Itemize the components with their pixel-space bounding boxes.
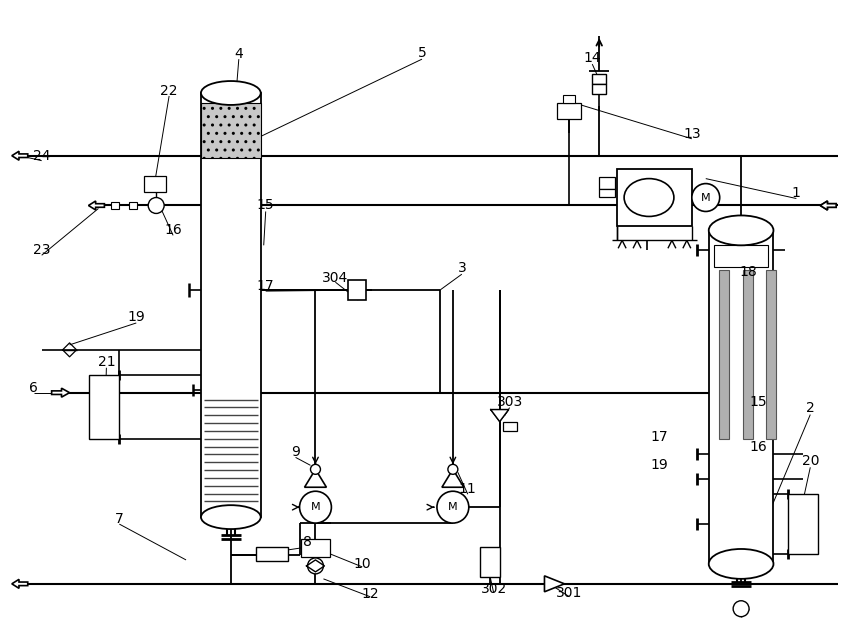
Bar — [90, 375, 119, 439]
Bar — [557, 103, 581, 119]
Bar — [201, 93, 261, 517]
Circle shape — [148, 198, 164, 214]
Text: 303: 303 — [496, 394, 523, 409]
Text: 20: 20 — [801, 455, 819, 469]
Text: 7: 7 — [115, 512, 124, 526]
Bar — [714, 245, 768, 267]
Text: 15: 15 — [257, 198, 274, 212]
Text: 11: 11 — [459, 482, 477, 496]
Text: 19: 19 — [650, 458, 667, 472]
Bar — [130, 202, 137, 209]
Bar — [256, 547, 288, 561]
Text: 5: 5 — [418, 46, 426, 60]
Circle shape — [300, 491, 331, 523]
Text: 23: 23 — [33, 243, 51, 257]
Text: 19: 19 — [127, 310, 145, 324]
Text: 304: 304 — [322, 271, 348, 285]
Text: 14: 14 — [584, 51, 601, 65]
Bar — [111, 202, 119, 209]
Bar — [502, 422, 517, 432]
Text: 16: 16 — [750, 441, 767, 455]
Bar — [201, 103, 261, 158]
Bar — [592, 84, 606, 94]
Ellipse shape — [201, 505, 261, 529]
Text: 24: 24 — [33, 149, 51, 163]
Circle shape — [692, 184, 720, 212]
Text: 17: 17 — [257, 279, 274, 293]
Polygon shape — [12, 152, 28, 160]
Bar — [592, 74, 606, 84]
Text: M: M — [701, 193, 711, 202]
Text: 4: 4 — [235, 47, 243, 61]
Ellipse shape — [201, 81, 261, 105]
Text: 2: 2 — [806, 401, 815, 415]
Text: 17: 17 — [650, 430, 667, 444]
Text: 15: 15 — [750, 394, 767, 409]
Circle shape — [307, 558, 324, 574]
Ellipse shape — [709, 216, 773, 245]
Bar — [719, 270, 728, 439]
Circle shape — [734, 601, 749, 617]
Text: 16: 16 — [164, 223, 182, 237]
Ellipse shape — [709, 549, 773, 579]
Polygon shape — [820, 201, 836, 210]
Text: 3: 3 — [457, 261, 466, 275]
Text: 302: 302 — [480, 582, 507, 596]
Text: 9: 9 — [291, 446, 300, 460]
Text: 1: 1 — [792, 186, 800, 200]
Circle shape — [448, 464, 458, 474]
Circle shape — [311, 464, 320, 474]
Polygon shape — [88, 201, 104, 210]
Text: 13: 13 — [683, 127, 700, 141]
Text: 22: 22 — [160, 84, 178, 98]
Polygon shape — [490, 410, 509, 422]
Text: 8: 8 — [303, 535, 312, 549]
Bar — [789, 495, 818, 554]
Polygon shape — [820, 201, 836, 210]
Text: 10: 10 — [353, 557, 371, 571]
Polygon shape — [545, 576, 564, 592]
Text: 301: 301 — [556, 586, 583, 600]
Bar — [479, 547, 500, 577]
Text: M: M — [448, 502, 457, 512]
Circle shape — [437, 491, 468, 523]
Polygon shape — [52, 388, 69, 397]
Bar — [599, 177, 615, 188]
Polygon shape — [12, 579, 28, 588]
Bar — [563, 95, 575, 103]
Bar — [348, 280, 366, 300]
Text: 12: 12 — [362, 587, 379, 601]
Bar — [144, 176, 166, 191]
Ellipse shape — [624, 179, 674, 216]
Text: 21: 21 — [97, 355, 115, 369]
Bar — [709, 230, 773, 564]
Bar — [617, 169, 692, 226]
Text: M: M — [311, 502, 320, 512]
Text: 18: 18 — [739, 265, 757, 279]
Bar — [743, 270, 752, 439]
Bar — [599, 188, 615, 197]
Bar — [301, 539, 330, 557]
Bar — [767, 270, 777, 439]
Text: 6: 6 — [30, 380, 38, 395]
